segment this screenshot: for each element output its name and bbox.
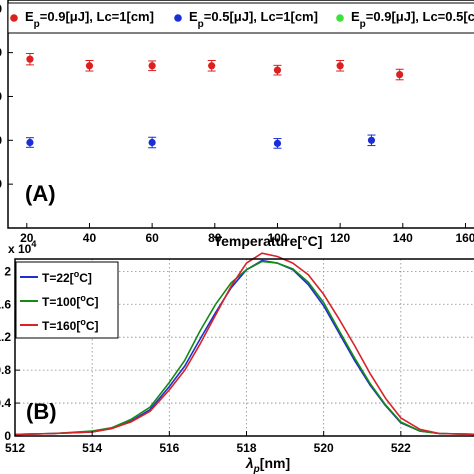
- panel-a-series-2: [25, 134, 376, 149]
- legend-marker: [336, 14, 344, 22]
- panel-a-x-axis-label: Temperature[°C]: [214, 233, 323, 249]
- panel-b-y-multiplier: x 104: [8, 239, 36, 256]
- panel-b-x-tick-label: 522: [391, 441, 411, 455]
- panel-b-x-tick-label: 512: [5, 441, 25, 455]
- panel-b-x-tick-label: 518: [236, 441, 256, 455]
- panel-a-x-tick-label: 100: [267, 231, 287, 245]
- data-point: [148, 138, 156, 147]
- legend-label: T=160[oC]: [42, 317, 99, 333]
- legend-label: Ep=0.9[μJ], Lc=0.5[cm]: [351, 9, 474, 30]
- panel-b-x-axis-label: λp[nm]: [245, 455, 290, 474]
- data-point: [26, 55, 34, 63]
- panel-a-x-tick-label: 40: [83, 231, 97, 245]
- legend-marker: [10, 14, 18, 22]
- panel-a-series: [25, 14, 470, 149]
- panel-b-y-tick-label: 1.2: [0, 330, 11, 344]
- data-point: [208, 62, 216, 70]
- panel-b-series: [14, 252, 474, 436]
- panel-a-y-tick-label: 30: [0, 133, 2, 147]
- data-point: [26, 138, 34, 147]
- panel-b-x-tick-label: 520: [314, 441, 334, 455]
- panel-a-series-1: [25, 52, 404, 81]
- legend-label: Ep=0.5[μJ], Lc=1[cm]: [189, 9, 318, 30]
- panel-a-y-tick-label: 50: [0, 46, 2, 60]
- data-point: [148, 62, 156, 70]
- panel-b-label: (B): [26, 399, 57, 424]
- panel-a-x-tick-label: 20: [20, 231, 34, 245]
- panel-b-series-line-3: [14, 252, 474, 436]
- panel-a-y-tick-label: 40: [0, 89, 2, 103]
- legend-marker: [174, 14, 182, 22]
- legend-label: T=100[oC]: [42, 293, 99, 309]
- data-point: [367, 136, 376, 144]
- panel-b-y-tick-label: 0: [4, 429, 11, 443]
- panel-a-y-tick-label: 20: [0, 177, 2, 191]
- panel-a-legend: Ep=0.9[μJ], Lc=1[cm] Ep=0.5[μJ], Lc=1[cm]…: [7, 2, 474, 34]
- panel-a-axes-frame: [7, 0, 474, 229]
- panel-a-label: (A): [25, 181, 56, 206]
- panel-a-x-tick-label: 140: [393, 231, 413, 245]
- data-point: [396, 70, 404, 79]
- panel-a-y-tick-label: 60: [0, 2, 2, 16]
- data-point: [273, 139, 282, 147]
- panel-b-ticks: 512 514 516 518 520 522 0 0.4 0.8 1.2 1.6 2: [0, 264, 411, 455]
- panel-b-y-tick-label: 2: [4, 264, 11, 278]
- panel-a-x-tick-label: 160: [455, 231, 474, 245]
- data-point: [336, 62, 344, 70]
- panel-b-legend: T=22[oC] T=100[oC] T=160[oC]: [15, 261, 119, 339]
- panel-b-y-tick-label: 1.6: [0, 297, 11, 311]
- panel-a-x-tick-label: 120: [330, 231, 350, 245]
- panel-b-x-tick-label: 514: [82, 441, 102, 455]
- panel-a-x-tick-label: 80: [208, 231, 222, 245]
- legend-label: Ep=0.9[μJ], Lc=1[cm]: [25, 9, 154, 30]
- panel-b-x-tick-label: 516: [159, 441, 179, 455]
- legend-label: T=22[oC]: [42, 269, 92, 285]
- panel-b-y-tick-label: 0.8: [0, 363, 11, 377]
- data-point: [85, 62, 94, 70]
- chart-panel-a: 20 40 60 80 100 120 140 160 20 30 40 50 60 (A) Tempe…: [0, 0, 474, 249]
- panel-a-x-tick-label: 60: [145, 231, 159, 245]
- panel-b-y-tick-label: 0.4: [0, 396, 11, 410]
- panel-b-series-line-2: [14, 260, 474, 436]
- data-point: [273, 66, 282, 74]
- panel-a-ticks: 20 40 60 80 100 120 140 160 20 30 40 50 60: [0, 2, 474, 245]
- panel-a-legend-box: [7, 2, 474, 34]
- chart-panel-b: x 104 512 514 516 518 520 522 0 0.4 0.8 1.2 1.6 2 (…: [0, 239, 474, 474]
